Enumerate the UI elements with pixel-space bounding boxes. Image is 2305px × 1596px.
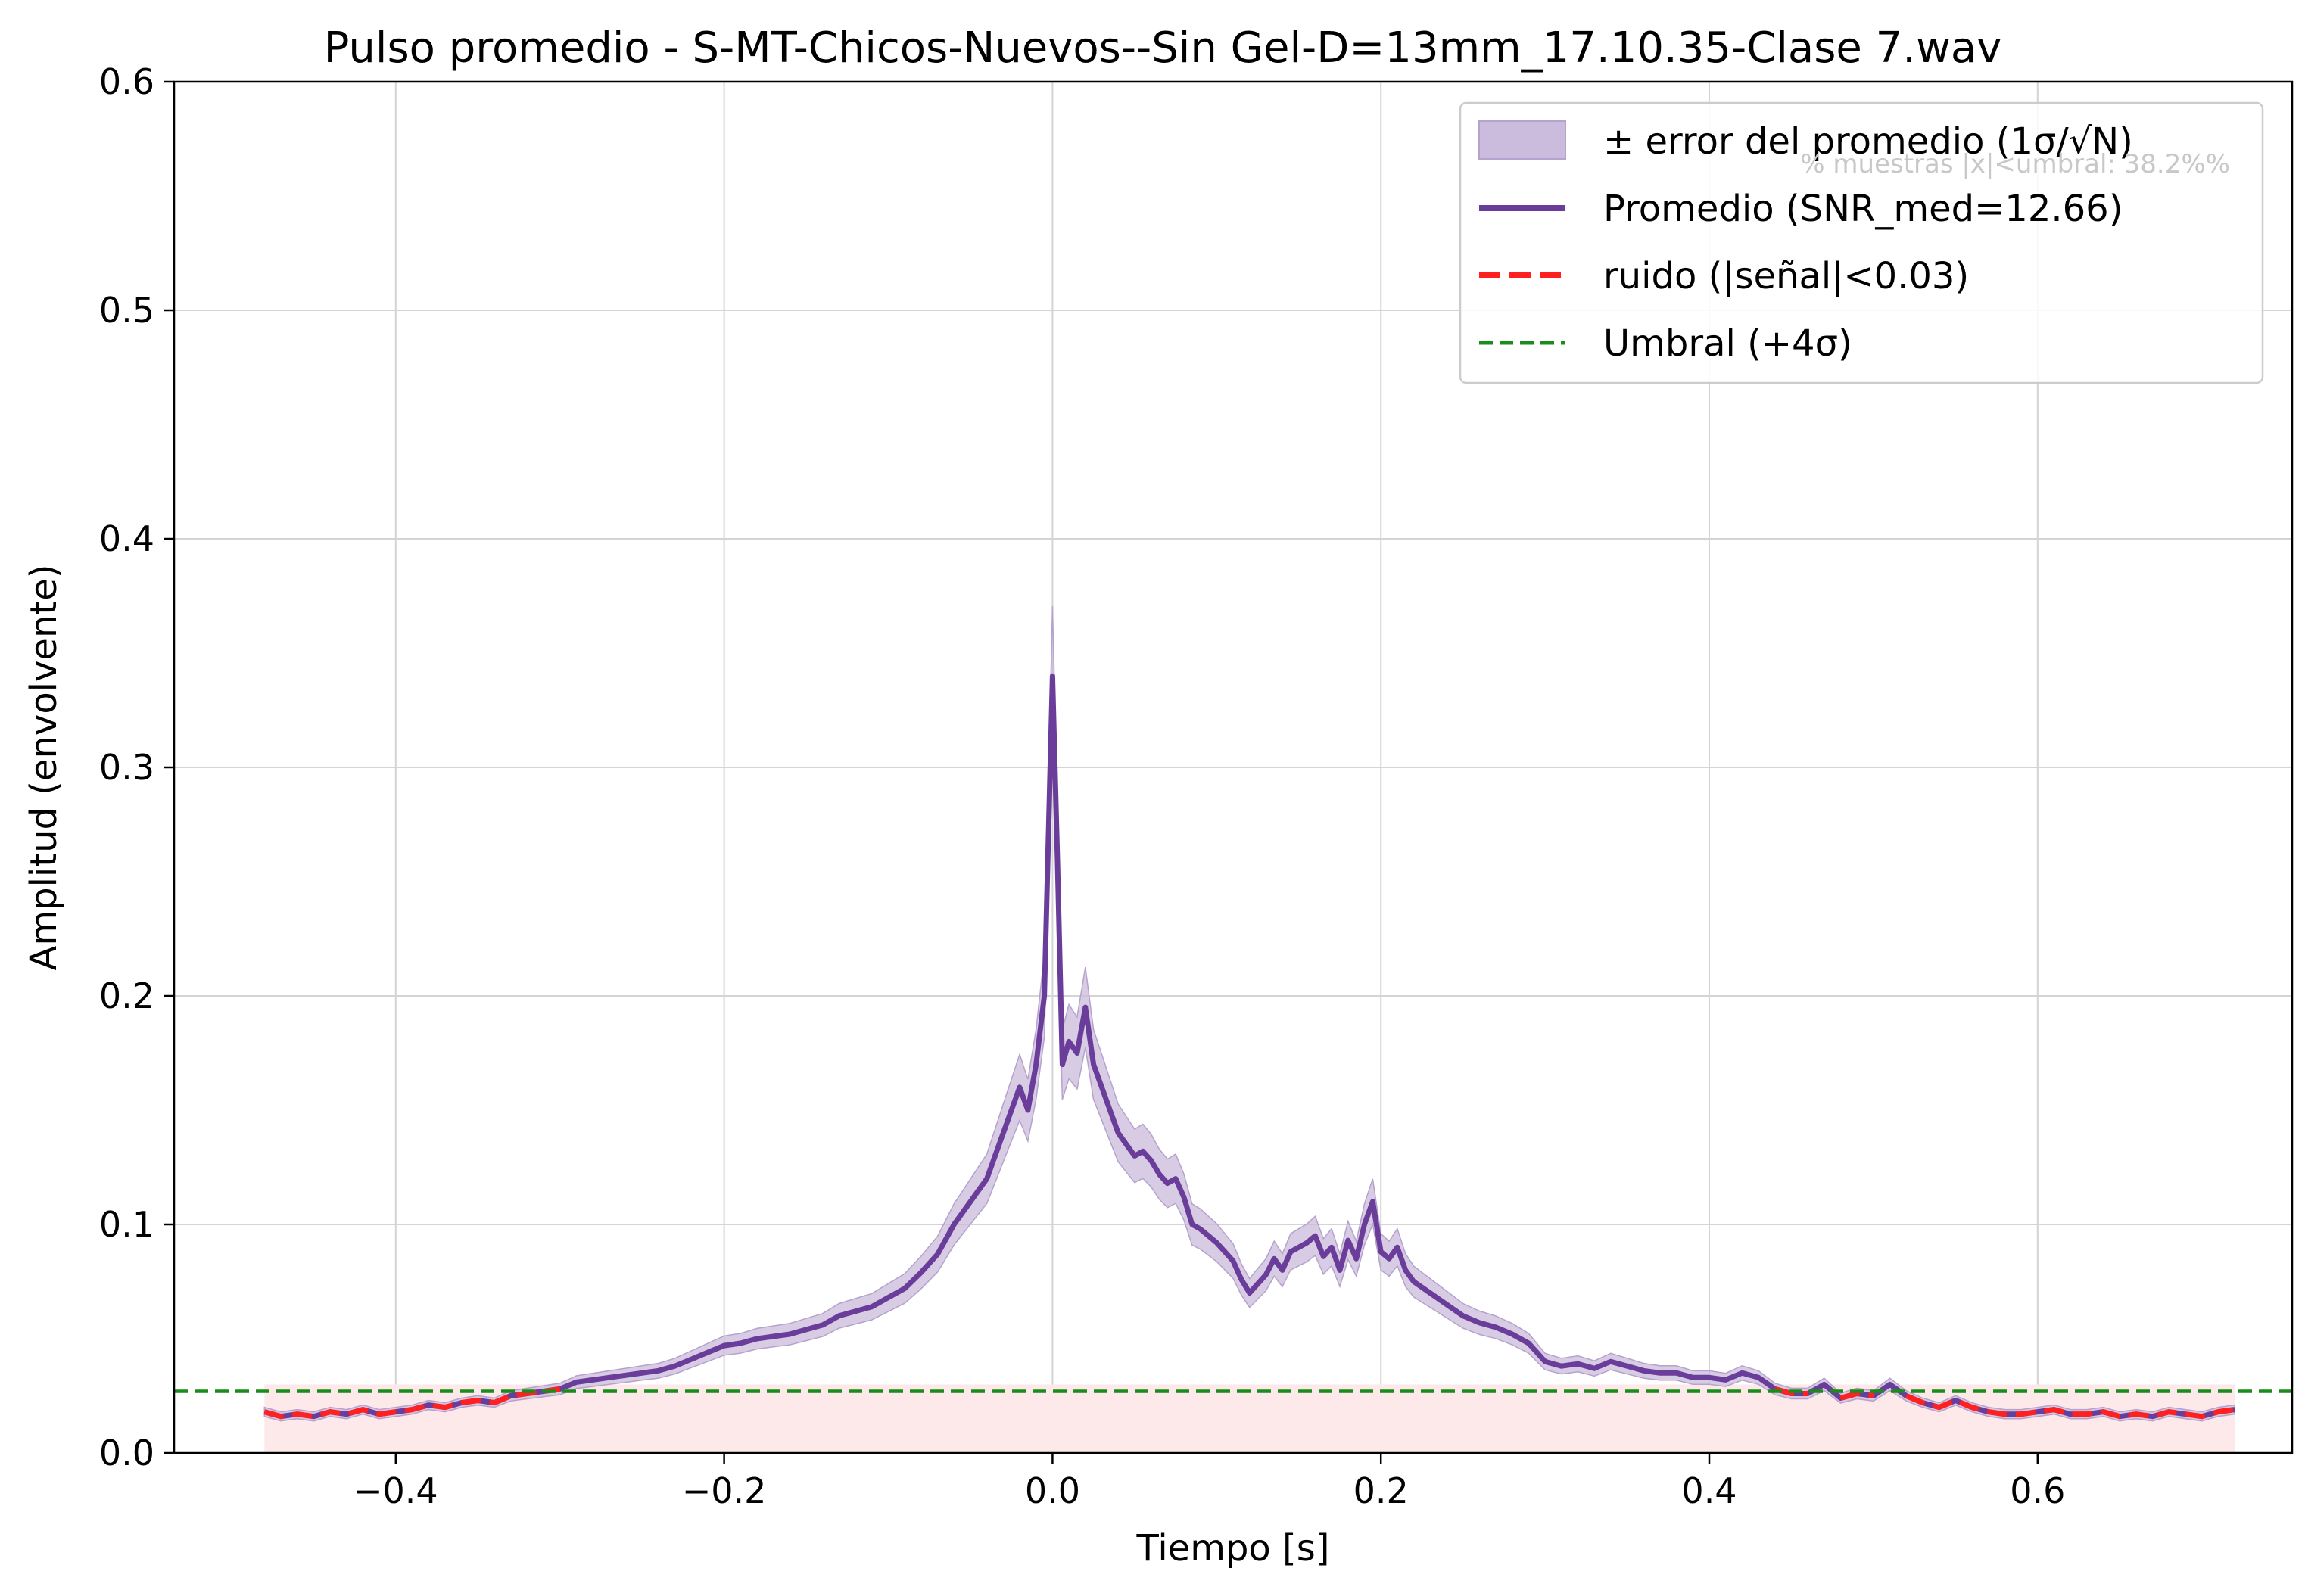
- legend-box: [1459, 101, 2264, 384]
- x-tick-label: 0.4: [1681, 1470, 1737, 1511]
- y-tick-label: 0.3: [99, 747, 154, 788]
- legend-label-threshold: Umbral (+4σ): [1603, 322, 1852, 365]
- y-tick-label: 0.2: [99, 975, 154, 1016]
- noise-segment: [1905, 1393, 2235, 1420]
- x-axis-ticks: −0.4 −0.2 0.0 0.2 0.4 0.6: [354, 1453, 2065, 1511]
- y-tick-label: 0.1: [99, 1204, 154, 1245]
- x-tick-label: 0.0: [1025, 1470, 1080, 1511]
- error-band: [263, 605, 2235, 1422]
- y-tick-label: 0.6: [99, 61, 154, 102]
- legend-label-error: ± error del promedio (1σ/√N): [1603, 120, 2133, 163]
- legend: ± error del promedio (1σ/√N) Promedio (S…: [1459, 101, 2264, 384]
- x-tick-label: −0.4: [354, 1470, 438, 1511]
- y-tick-label: 0.5: [99, 290, 154, 331]
- x-tick-label: 0.6: [2010, 1470, 2065, 1511]
- x-tick-label: −0.2: [682, 1470, 767, 1511]
- legend-band-swatch: [1478, 120, 1566, 160]
- mean-series-line: [263, 673, 2235, 1420]
- mean-line: [263, 673, 2235, 1420]
- noise-segment: [263, 1386, 561, 1420]
- legend-label-mean: Promedio (SNR_med=12.66): [1603, 188, 2123, 230]
- y-tick-label: 0.0: [99, 1433, 154, 1473]
- y-axis-ticks: 0.0 0.1 0.2 0.3 0.4 0.5 0.6: [99, 61, 174, 1473]
- x-axis-label: Tiempo [s]: [1135, 1527, 1329, 1570]
- y-axis-label: Amplitud (envolvente): [23, 565, 65, 971]
- noise-segment: [1839, 1390, 1874, 1401]
- y-tick-label: 0.4: [99, 518, 154, 559]
- legend-label-noise: ruido (|señal|<0.03): [1603, 255, 1969, 297]
- error-band-area: [263, 605, 2235, 1422]
- annotation-samples-below-threshold: % muestras |x|<umbral: 38.2%%: [1800, 149, 2230, 179]
- x-tick-label: 0.2: [1353, 1470, 1409, 1511]
- chart-title: Pulso promedio - S-MT-Chicos-Nuevos--Sin…: [324, 23, 2002, 73]
